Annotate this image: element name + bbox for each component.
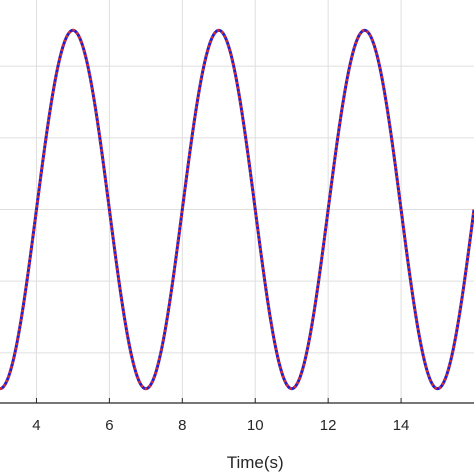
series-line-2 <box>0 28 474 391</box>
x-tick-label: 12 <box>320 417 337 434</box>
x-tick-label: 8 <box>178 417 186 434</box>
series-group <box>0 28 474 391</box>
x-tick-label: 4 <box>32 417 40 434</box>
x-tick-label: 10 <box>247 417 264 434</box>
x-tick-label: 14 <box>393 417 410 434</box>
x-tick-label: 6 <box>105 417 113 434</box>
x-axis: 4 6 8 10 12 14 <box>0 398 474 434</box>
x-axis-title: Time(s) <box>227 453 284 472</box>
